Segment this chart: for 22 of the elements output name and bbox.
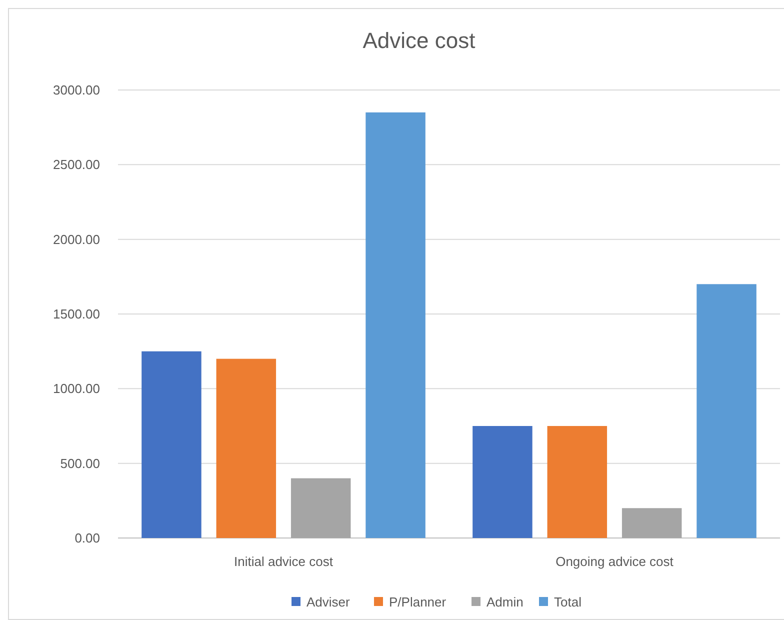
- bar: [547, 426, 608, 538]
- x-tick-label: Initial advice cost: [234, 554, 334, 569]
- legend-label: Total: [554, 594, 582, 610]
- legend-label: Adviser: [306, 594, 351, 610]
- y-tick-label: 0.00: [74, 530, 100, 546]
- bar: [622, 508, 682, 538]
- bar: [290, 478, 351, 538]
- x-tick-label: Ongoing advice cost: [556, 554, 674, 569]
- y-tick-label: 1000.00: [53, 381, 100, 396]
- bar: [366, 112, 426, 538]
- y-tick-label: 3000.00: [53, 82, 100, 98]
- y-tick-label: 2000.00: [53, 232, 100, 247]
- bar: [142, 351, 202, 538]
- bar: [472, 426, 532, 538]
- chart-title: Advice cost: [362, 28, 476, 53]
- bar: [696, 284, 756, 538]
- y-tick-label: 1500.00: [53, 306, 100, 322]
- legend-label: Admin: [486, 594, 524, 610]
- y-tick-label: 2500.00: [53, 157, 100, 172]
- bar: [216, 358, 276, 538]
- legend-label: P/Planner: [389, 594, 447, 610]
- y-tick-label: 500.00: [60, 456, 100, 471]
